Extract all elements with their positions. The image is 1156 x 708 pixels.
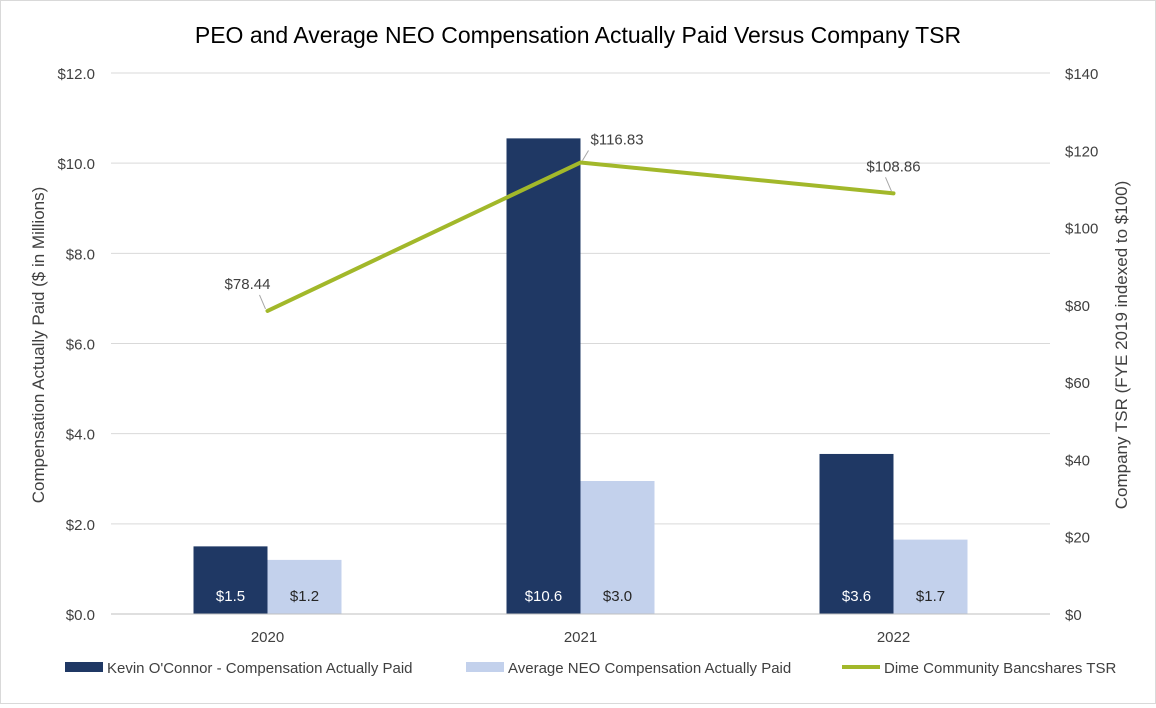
bar-data-label: $1.2 (290, 588, 319, 605)
bar-data-label: $1.7 (916, 588, 945, 605)
x-tick-label: 2020 (251, 629, 284, 646)
left-tick-label: $4.0 (66, 427, 95, 444)
right-tick-label: $80 (1065, 298, 1090, 315)
x-tick-label: 2021 (564, 629, 597, 646)
left-axis: $0.0 $2.0 $4.0 $6.0 $8.0 $10.0 $12.0 (57, 66, 95, 624)
legend-swatch-neo (466, 662, 504, 672)
left-tick-label: $0.0 (66, 607, 95, 624)
bar-data-label: $3.0 (603, 588, 632, 605)
bar-peo-2021 (506, 138, 581, 614)
left-tick-label: $8.0 (66, 246, 95, 263)
left-tick-label: $6.0 (66, 337, 95, 354)
tsr-data-label: $108.86 (866, 158, 920, 175)
left-tick-label: $10.0 (57, 156, 95, 173)
bar-data-label: $10.6 (525, 588, 563, 605)
bar-neo-2020 (267, 559, 342, 614)
tsr-data-label: $116.83 (591, 132, 644, 149)
tsr-line: $78.44 $116.83 $108.86 (225, 132, 921, 313)
x-axis: 2020 2021 2022 (111, 613, 1050, 646)
right-tick-label: $0 (1065, 607, 1082, 624)
right-axis: $0 $20 $40 $60 $80 $100 $120 $140 (1065, 66, 1098, 624)
bar-peo-2022 (819, 453, 894, 614)
x-tick-label: 2022 (877, 629, 910, 646)
bars: $1.5 $1.2 $10.6 $3.0 $3.6 $1.7 (193, 138, 968, 614)
bar-neo-2022 (893, 539, 968, 614)
tsr-data-label: $78.44 (225, 276, 271, 293)
left-axis-title: Compensation Actually Paid ($ in Million… (29, 187, 48, 504)
legend-label: Average NEO Compensation Actually Paid (508, 660, 791, 677)
tsr-series-line (265, 160, 896, 313)
tsr-label-leader (582, 150, 589, 161)
right-tick-label: $120 (1065, 143, 1098, 160)
legend-label: Dime Community Bancshares TSR (884, 660, 1116, 677)
right-tick-label: $20 (1065, 530, 1090, 547)
legend-label: Kevin O'Connor - Compensation Actually P… (107, 660, 413, 677)
bar-data-label: $1.5 (216, 588, 245, 605)
legend: Kevin O'Connor - Compensation Actually P… (65, 660, 1116, 677)
legend-swatch-peo (65, 662, 103, 672)
left-tick-label: $12.0 (57, 66, 95, 83)
right-tick-label: $60 (1065, 375, 1090, 392)
left-tick-label: $2.0 (66, 517, 95, 534)
tsr-label-leader (885, 177, 892, 192)
right-axis-title: Company TSR (FYE 2019 indexed to $100) (1112, 181, 1131, 510)
chart-title: PEO and Average NEO Compensation Actuall… (195, 22, 961, 48)
right-tick-label: $40 (1065, 452, 1090, 469)
bar-data-label: $3.6 (842, 588, 871, 605)
right-tick-label: $140 (1065, 66, 1098, 83)
bar-peo-2020 (193, 546, 268, 614)
right-tick-label: $100 (1065, 221, 1098, 238)
tsr-label-leader (259, 294, 266, 310)
bar-neo-2021 (580, 481, 655, 614)
